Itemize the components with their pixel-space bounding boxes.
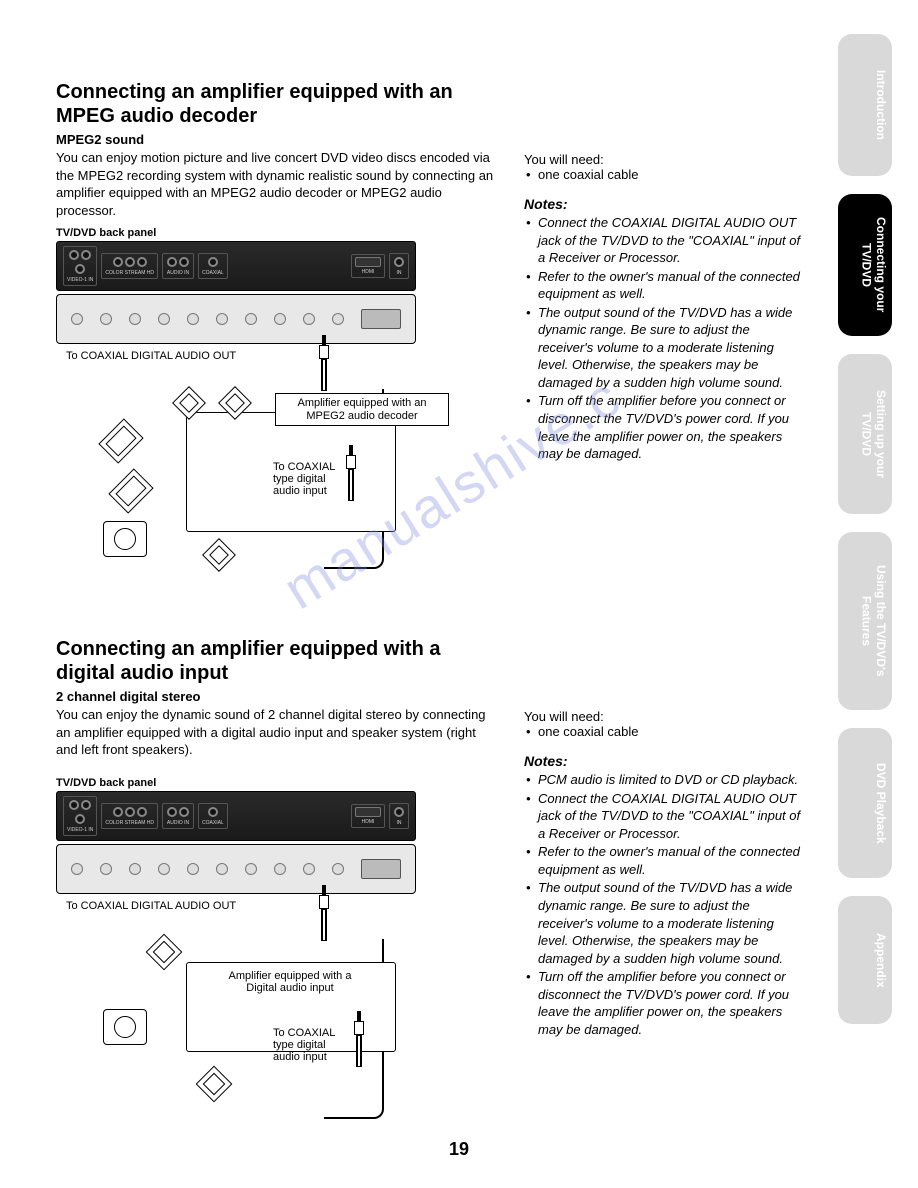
notes-heading-1: Notes: (524, 196, 804, 212)
need-list-1: one coaxial cable (524, 167, 804, 182)
amp-cap2-l1: Amplifier equipped with a (229, 970, 352, 982)
section2-body: You can enjoy the dynamic sound of 2 cha… (56, 706, 496, 759)
out-label-1: To COAXIAL DIGITAL AUDIO OUT (66, 350, 476, 362)
need-item: one coaxial cable (538, 167, 804, 182)
amp-cap2-l2: Digital audio input (246, 982, 333, 994)
amp-caption-1: Amplifier equipped with an MPEG2 audio d… (275, 393, 449, 426)
notes-heading-2: Notes: (524, 753, 804, 769)
diagram-1: VIDEO-1 IN COLOR STREAM HD AUDIO IN COAX… (56, 241, 476, 601)
amp-cap1-l1: Amplifier equipped with an (297, 397, 426, 409)
note-item: Refer to the owner's manual of the conne… (538, 843, 804, 878)
speaker-icon (146, 933, 183, 970)
note-item: PCM audio is limited to DVD or CD playba… (538, 771, 804, 789)
note-item: The output sound of the TV/DVD has a wid… (538, 879, 804, 967)
section-mpeg: Connecting an amplifier equipped with an… (56, 80, 878, 601)
tab-introduction[interactable]: Introduction (838, 34, 892, 176)
subwoofer-icon (103, 1009, 147, 1045)
panel-strip-2 (56, 844, 416, 894)
section-digital: Connecting an amplifier equipped with a … (56, 637, 878, 1141)
panel-label-1: TV/DVD back panel (56, 227, 496, 239)
need-list-2: one coaxial cable (524, 724, 804, 739)
speaker-icon (202, 538, 236, 572)
notes-list-2: PCM audio is limited to DVD or CD playba… (524, 771, 804, 1038)
tab-dvd-playback[interactable]: DVD Playback (838, 728, 892, 878)
coax-plug-in-1 (345, 445, 357, 501)
need-intro-2: You will need: (524, 709, 804, 724)
note-item: The output sound of the TV/DVD has a wid… (538, 304, 804, 392)
back-panel-1: VIDEO-1 IN COLOR STREAM HD AUDIO IN COAX… (56, 241, 416, 291)
note-item: Connect the COAXIAL DIGITAL AUDIO OUT ja… (538, 214, 804, 267)
section1-heading: Connecting an amplifier equipped with an… (56, 80, 496, 128)
diagram-2: VIDEO-1 IN COLOR STREAM HD AUDIO IN COAX… (56, 791, 476, 1141)
section1-body: You can enjoy motion picture and live co… (56, 149, 496, 219)
amp-cap1-l2: MPEG2 audio decoder (306, 410, 417, 422)
amplifier-box-1: Amplifier equipped with an MPEG2 audio d… (186, 412, 396, 532)
section1-subheading: MPEG2 sound (56, 132, 496, 147)
speaker-icon (196, 1065, 233, 1102)
speaker-icon (108, 469, 153, 514)
out-label-2: To COAXIAL DIGITAL AUDIO OUT (66, 900, 476, 912)
page-number: 19 (0, 1139, 918, 1160)
need-item: one coaxial cable (538, 724, 804, 739)
speaker-icon (98, 419, 143, 464)
amp-in-label-2: To COAXIAL type digital audio input (273, 1027, 353, 1063)
amplifier-box-2: Amplifier equipped with a Digital audio … (186, 962, 396, 1052)
tab-appendix[interactable]: Appendix (838, 896, 892, 1024)
note-item: Refer to the owner's manual of the conne… (538, 268, 804, 303)
tab-connecting[interactable]: Connecting your TV/DVD (838, 194, 892, 336)
section2-heading: Connecting an amplifier equipped with a … (56, 637, 496, 685)
panel-strip-1 (56, 294, 416, 344)
amp-in-label-1: To COAXIAL type digital audio input (273, 461, 353, 497)
note-item: Turn off the amplifier before you connec… (538, 392, 804, 462)
tab-using-features[interactable]: Using the TV/DVD's Features (838, 532, 892, 710)
note-item: Connect the COAXIAL DIGITAL AUDIO OUT ja… (538, 790, 804, 843)
panel-label-2: TV/DVD back panel (56, 777, 496, 789)
amp-caption-2: Amplifier equipped with a Digital audio … (203, 967, 377, 998)
side-tabs: Introduction Connecting your TV/DVD Sett… (838, 34, 892, 1024)
subwoofer-icon (103, 521, 147, 557)
coax-plug-out-1 (318, 335, 330, 391)
speaker-icon (218, 386, 252, 420)
notes-list-1: Connect the COAXIAL DIGITAL AUDIO OUT ja… (524, 214, 804, 463)
speaker-icon (172, 386, 206, 420)
note-item: Turn off the amplifier before you connec… (538, 968, 804, 1038)
need-intro-1: You will need: (524, 152, 804, 167)
coax-plug-out-2 (318, 885, 330, 941)
back-panel-2: VIDEO-1 IN COLOR STREAM HD AUDIO IN COAX… (56, 791, 416, 841)
coax-plug-in-2 (353, 1011, 365, 1067)
section2-subheading: 2 channel digital stereo (56, 689, 496, 704)
tab-setting-up[interactable]: Setting up your TV/DVD (838, 354, 892, 514)
